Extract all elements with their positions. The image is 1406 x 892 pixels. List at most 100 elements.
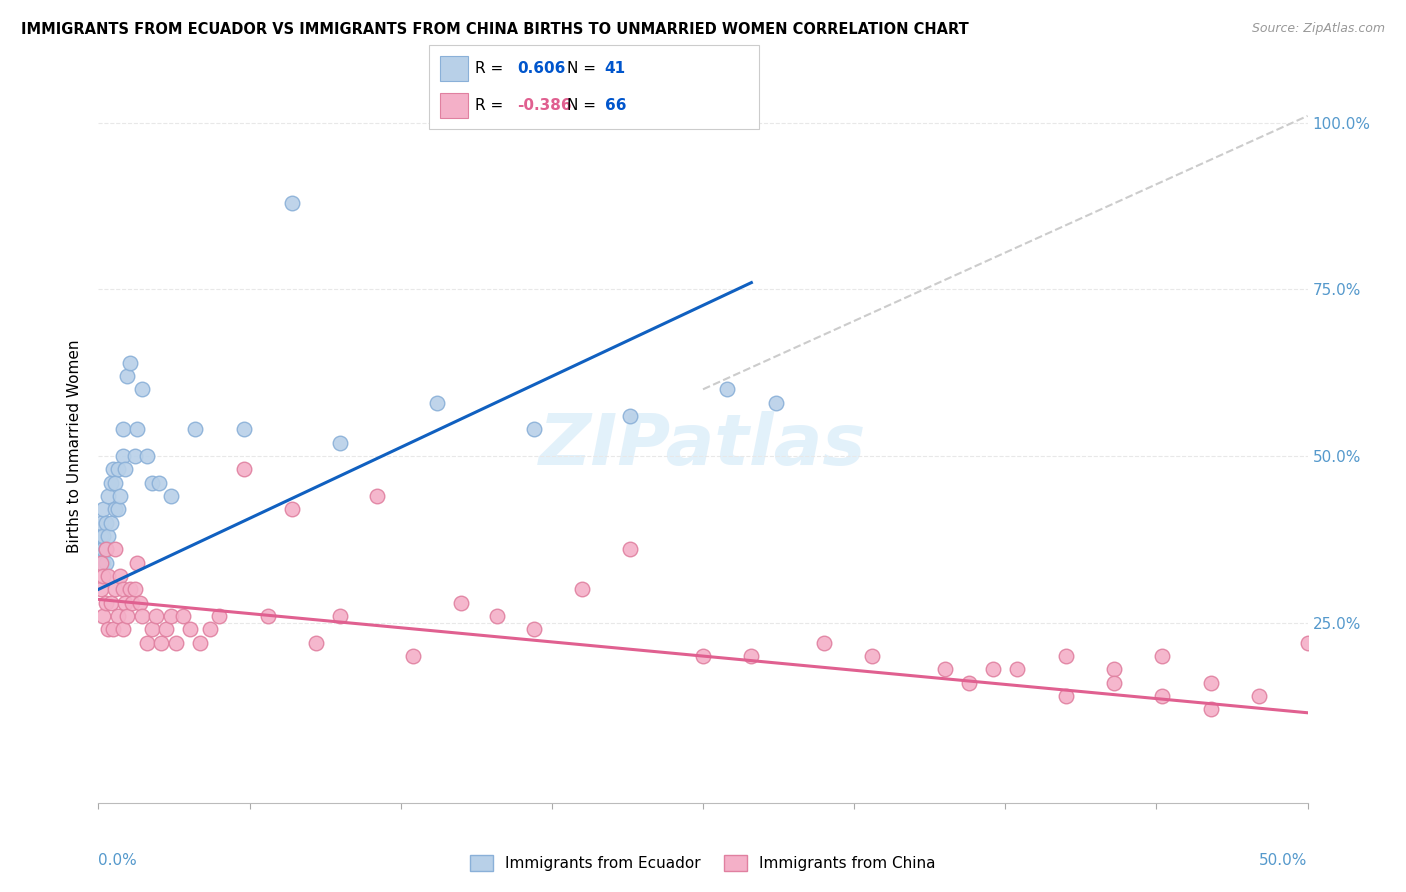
Point [94, 542, 117, 557]
Point [305, 636, 328, 650]
Point [127, 556, 149, 570]
Point [111, 582, 134, 597]
Point [107, 609, 129, 624]
Point [100, 596, 122, 610]
Point [1054, 689, 1077, 703]
Point [94, 596, 117, 610]
Point [91, 502, 114, 516]
Text: IMMIGRANTS FROM ECUADOR VS IMMIGRANTS FROM CHINA BIRTHS TO UNMARRIED WOMEN CORRE: IMMIGRANTS FROM ECUADOR VS IMMIGRANTS FR… [21, 22, 969, 37]
Point [145, 609, 167, 624]
Point [1102, 662, 1125, 676]
Point [150, 636, 173, 650]
Point [179, 623, 201, 637]
Point [281, 195, 304, 210]
Point [94, 542, 117, 557]
Text: 0.606: 0.606 [517, 61, 565, 76]
Point [172, 609, 194, 624]
Point [108, 569, 131, 583]
Point [114, 596, 136, 610]
Point [860, 649, 883, 664]
Point [91, 556, 114, 570]
Point [188, 636, 211, 650]
Point [716, 382, 738, 396]
Point [1296, 636, 1319, 650]
Point [118, 356, 141, 370]
Point [957, 675, 980, 690]
Point [101, 623, 124, 637]
Point [1054, 649, 1077, 664]
Point [160, 489, 183, 503]
Point [100, 475, 122, 490]
Point [523, 422, 546, 436]
Point [1199, 675, 1222, 690]
Point [101, 462, 124, 476]
Point [141, 623, 163, 637]
Point [90, 542, 112, 557]
Point [104, 582, 127, 597]
Point [256, 609, 278, 624]
Point [571, 582, 593, 597]
Point [107, 462, 129, 476]
Text: -0.386: -0.386 [517, 98, 572, 113]
Point [232, 422, 254, 436]
Point [91, 609, 114, 624]
Point [1102, 675, 1125, 690]
Point [135, 449, 157, 463]
Point [1249, 689, 1271, 703]
Point [97, 529, 120, 543]
Point [104, 502, 127, 516]
Point [765, 395, 787, 409]
Point [124, 582, 146, 597]
Point [329, 609, 352, 624]
Point [91, 569, 114, 583]
Point [114, 462, 136, 476]
Text: R =: R = [475, 98, 503, 113]
Point [232, 462, 254, 476]
Text: N =: N = [567, 61, 596, 76]
Point [100, 516, 122, 530]
Point [111, 422, 134, 436]
Text: 66: 66 [605, 98, 626, 113]
Text: 0.0%: 0.0% [98, 853, 138, 868]
Point [94, 516, 117, 530]
Point [981, 662, 1004, 676]
Point [692, 649, 714, 664]
Point [91, 529, 114, 543]
Point [121, 596, 143, 610]
Point [91, 542, 114, 557]
Point [740, 649, 762, 664]
Point [131, 609, 153, 624]
Text: R =: R = [475, 61, 503, 76]
Point [198, 623, 221, 637]
Point [281, 502, 304, 516]
Point [128, 596, 150, 610]
Point [450, 596, 472, 610]
Point [329, 435, 352, 450]
Point [124, 449, 146, 463]
Point [111, 623, 134, 637]
Point [97, 569, 120, 583]
Point [1152, 689, 1174, 703]
Point [184, 422, 207, 436]
Point [155, 623, 177, 637]
Point [523, 623, 546, 637]
Point [135, 636, 157, 650]
Point [160, 609, 183, 624]
Text: 41: 41 [605, 61, 626, 76]
Y-axis label: Births to Unmarried Women: Births to Unmarried Women [67, 339, 83, 553]
Point [366, 489, 388, 503]
Point [94, 556, 117, 570]
Point [1007, 662, 1029, 676]
Point [1199, 702, 1222, 716]
Point [111, 449, 134, 463]
Point [402, 649, 425, 664]
Point [118, 582, 141, 597]
Point [108, 489, 131, 503]
Point [97, 623, 120, 637]
Point [486, 609, 509, 624]
Text: N =: N = [567, 98, 596, 113]
Point [90, 582, 112, 597]
Text: 50.0%: 50.0% [1260, 853, 1308, 868]
Point [165, 636, 187, 650]
Point [117, 609, 139, 624]
